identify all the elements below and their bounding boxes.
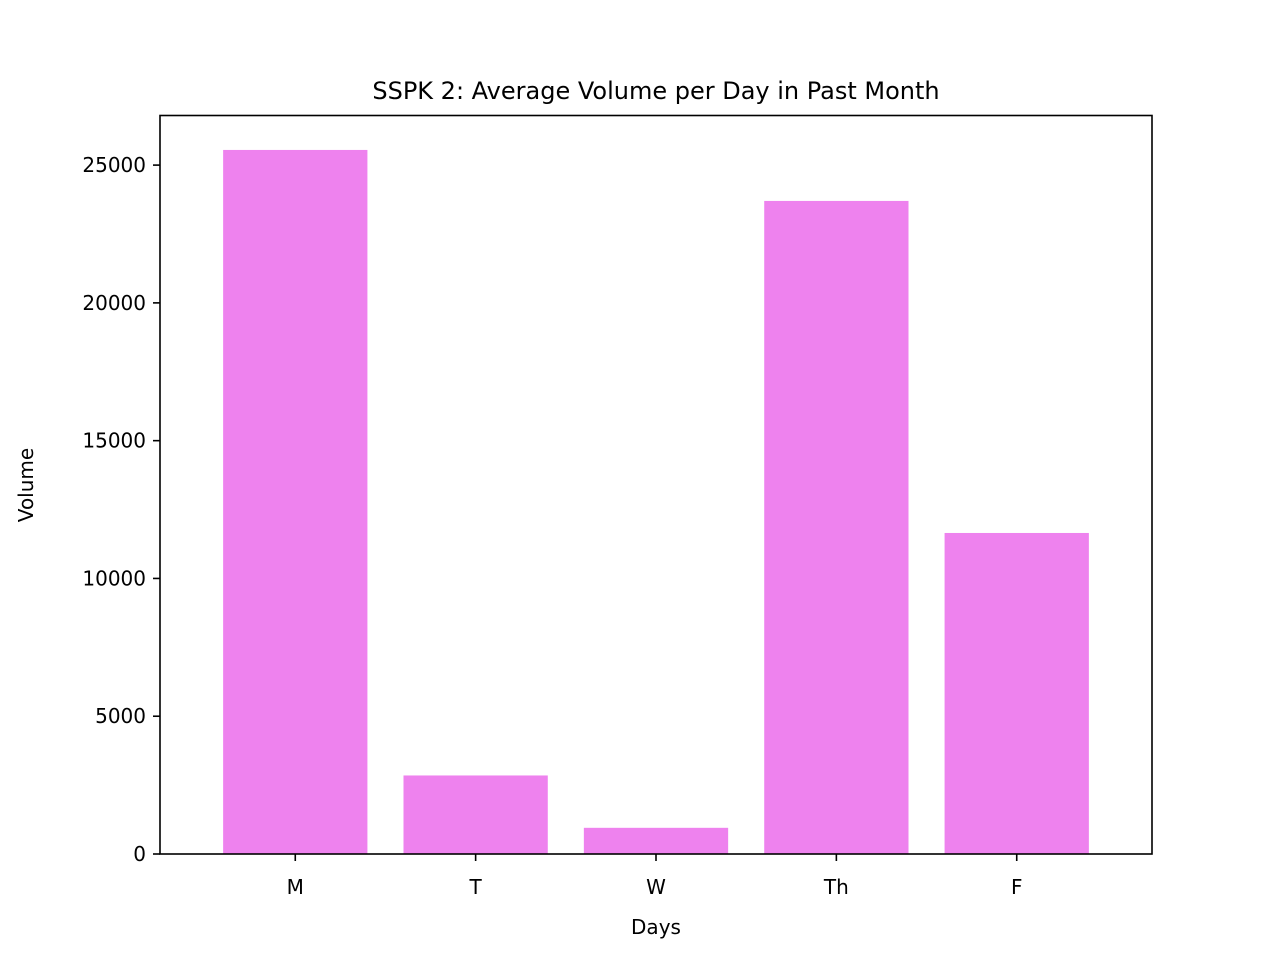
chart-title: SSPK 2: Average Volume per Day in Past M… <box>372 77 939 105</box>
y-tick-label: 15000 <box>82 429 146 453</box>
bar-w <box>583 827 729 854</box>
x-tick-label: Th <box>823 875 849 899</box>
x-tick-label: M <box>287 875 304 899</box>
x-tick-label: W <box>646 875 666 899</box>
x-tick-label: T <box>469 875 483 899</box>
bar-t <box>403 775 548 854</box>
y-tick-label: 5000 <box>95 704 146 728</box>
y-tick-label: 25000 <box>82 153 146 177</box>
bar-m <box>223 149 368 855</box>
bar-f <box>944 532 1089 854</box>
x-axis-ticks: M T W Th F <box>287 854 1023 899</box>
y-tick-label: 10000 <box>82 566 146 590</box>
x-tick-label: F <box>1011 875 1023 899</box>
bar-th <box>764 200 909 854</box>
y-tick-label: 0 <box>133 842 146 866</box>
y-axis-ticks: 0 5000 10000 15000 20000 25000 <box>82 153 160 866</box>
bars-group <box>223 149 1089 855</box>
y-axis-label: Volume <box>14 448 38 522</box>
y-tick-label: 20000 <box>82 291 146 315</box>
plot-area-frame <box>159 114 1153 855</box>
x-axis-label: Days <box>631 915 681 939</box>
